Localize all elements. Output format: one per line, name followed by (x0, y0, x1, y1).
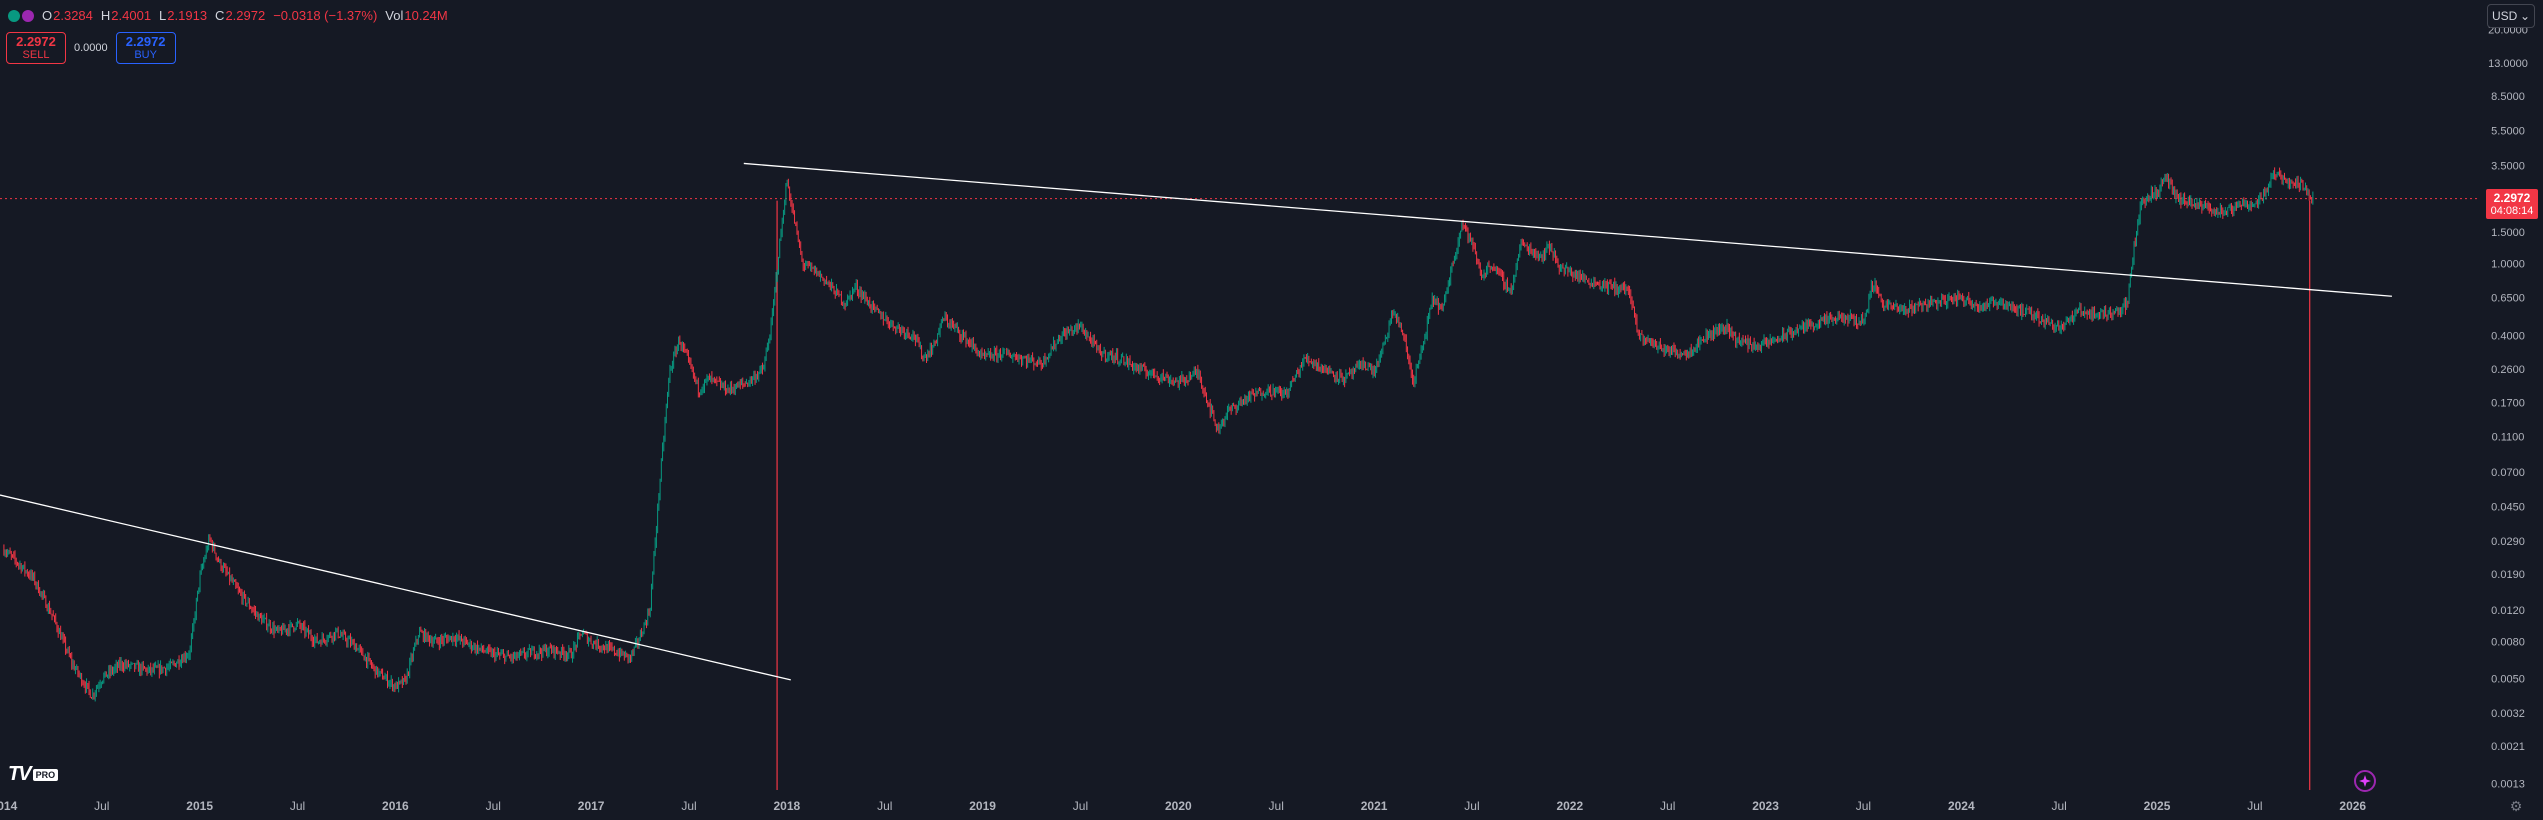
x-tick-label: 2014 (0, 799, 18, 813)
x-tick-label: 2021 (1361, 799, 1388, 813)
volume-value: 10.24M (404, 8, 448, 23)
pro-badge: PRO (32, 768, 59, 781)
sell-button[interactable]: 2.2972 SELL (6, 32, 66, 64)
y-tick-label: 0.1700 (2491, 397, 2525, 409)
logo-mark: TV (8, 763, 32, 785)
x-tick-label: Jul (1660, 799, 1675, 813)
sell-price: 2.2972 (16, 34, 56, 49)
sell-label: SELL (22, 49, 50, 61)
y-tick-label: 0.0032 (2491, 708, 2525, 720)
y-tick-label: 13.0000 (2488, 58, 2528, 70)
currency-label: USD (2492, 9, 2518, 23)
exchange-icon (8, 9, 20, 22)
y-tick-label: 0.0120 (2491, 605, 2525, 617)
close-value: 2.2972 (225, 8, 266, 23)
high-label: H (100, 8, 111, 23)
x-tick-label: Jul (486, 799, 501, 813)
x-tick-label: Jul (2051, 799, 2066, 813)
buy-price: 2.2972 (125, 34, 166, 49)
last-price-tag: 2.2972 04:08:14 (2486, 188, 2538, 219)
coin-icon (22, 9, 34, 22)
y-tick-label: 1.5000 (2491, 227, 2525, 239)
last-price-value: 2.2972 (2493, 190, 2531, 205)
x-tick-label: 2018 (774, 799, 801, 813)
y-tick-label: 0.2600 (2491, 364, 2525, 376)
x-tick-label: Jul (2247, 799, 2262, 813)
spread-value: 0.0000 (74, 42, 108, 54)
change-value: −0.0318 (−1.37%) (273, 8, 378, 23)
y-tick-label: 0.1100 (2492, 431, 2525, 443)
buy-button[interactable]: 2.2972 BUY (115, 32, 176, 64)
volume-label: Vol (385, 8, 404, 23)
countdown-timer: 04:08:14 (2490, 204, 2534, 217)
x-tick-label: Jul (1073, 799, 1088, 813)
x-tick-label: 2016 (382, 799, 409, 813)
high-value: 2.4001 (111, 8, 152, 23)
currency-select[interactable]: USD ⌄ (2487, 4, 2535, 28)
open-value: 2.3284 (53, 8, 93, 23)
x-tick-label: Jul (1464, 799, 1479, 813)
y-tick-label: 0.0190 (2491, 569, 2525, 581)
y-tick-label: 0.0700 (2491, 467, 2525, 479)
y-tick-label: 3.5000 (2491, 161, 2525, 173)
y-tick-label: 0.0450 (2491, 501, 2525, 513)
x-tick-label: 2017 (578, 799, 605, 813)
x-tick-label: 2020 (1165, 799, 1192, 813)
y-tick-label: 0.0013 (2491, 779, 2525, 791)
y-tick-label: 8.5000 (2491, 91, 2525, 103)
x-tick-label: Jul (290, 799, 305, 813)
x-tick-label: 2023 (1752, 799, 1779, 813)
x-tick-label: 2015 (186, 799, 213, 813)
y-tick-label: 0.0290 (2491, 536, 2525, 548)
trendline (0, 494, 791, 681)
y-tick-label: 0.0050 (2491, 673, 2525, 685)
x-tick-label: Jul (94, 799, 109, 813)
symbol-logo[interactable] (8, 9, 34, 22)
trendline (743, 162, 2392, 297)
y-tick-label: 0.6500 (2491, 292, 2525, 304)
chevron-down-icon: ⌄ (2519, 9, 2530, 23)
x-tick-label: Jul (681, 799, 696, 813)
x-tick-label: Jul (877, 799, 892, 813)
ohlc-legend: O 2.3284 H 2.4001 L 2.1913 C 2.2972 −0.0318 … (8, 8, 448, 23)
y-tick-label: 0.4000 (2491, 330, 2525, 342)
low-value: 2.1913 (167, 8, 208, 23)
x-tick-label: 2019 (969, 799, 996, 813)
x-tick-label: Jul (1269, 799, 1284, 813)
sparkle-icon[interactable] (2352, 768, 2378, 794)
close-label: C (215, 8, 225, 23)
x-tick-label: 2024 (1948, 799, 1975, 813)
buy-label: BUY (134, 49, 157, 61)
y-tick-label: 0.0080 (2491, 637, 2525, 649)
x-tick-label: 2022 (1556, 799, 1583, 813)
y-tick-label: 1.0000 (2491, 259, 2525, 271)
open-label: O (42, 8, 53, 23)
gear-icon[interactable]: ⚙ (2509, 798, 2523, 814)
y-tick-label: 5.5000 (2491, 125, 2525, 137)
tradingview-logo[interactable]: TV PRO (8, 763, 59, 786)
x-tick-label: 2025 (2144, 799, 2171, 813)
y-tick-label: 0.0021 (2491, 741, 2525, 753)
x-tick-label: Jul (1856, 799, 1871, 813)
low-label: L (159, 8, 167, 23)
x-tick-label: 2026 (2339, 799, 2366, 813)
trade-panel: 2.2972 SELL 0.0000 2.2972 BUY (6, 32, 176, 64)
